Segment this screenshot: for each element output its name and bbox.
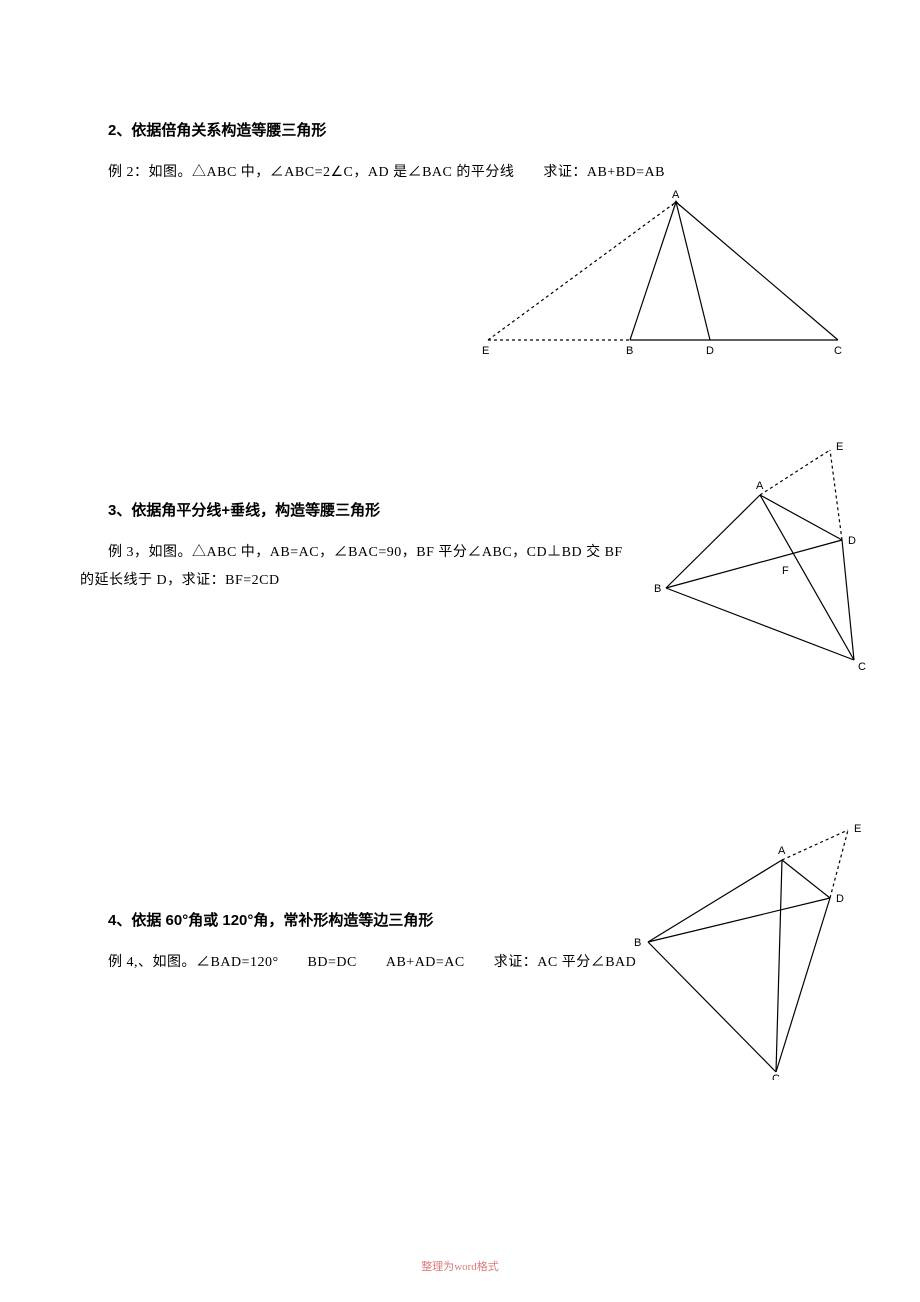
svg-text:C: C: [772, 1073, 780, 1080]
section-4: BADEC 4、依据 60°角或 120°角，常补形构造等边三角形 例 4,、如…: [80, 910, 840, 1170]
svg-text:B: B: [654, 583, 661, 595]
footer-suffix: 格式: [477, 1261, 499, 1273]
heading-2: 2、依据倍角关系构造等腰三角形: [80, 120, 840, 143]
document-page: 2、依据倍角关系构造等腰三角形 例 2：如图。△ABC 中，∠ABC=2∠C，A…: [0, 0, 920, 1302]
svg-text:E: E: [854, 823, 861, 835]
section-2: 2、依据倍角关系构造等腰三角形 例 2：如图。△ABC 中，∠ABC=2∠C，A…: [80, 120, 840, 410]
figure-2-svg: E B D C A: [470, 190, 860, 355]
section-3: BACDEF 3、依据角平分线+垂线，构造等腰三角形 例 3，如图。△ABC 中…: [80, 500, 840, 840]
svg-text:B: B: [626, 345, 633, 355]
figure-3-svg: B A C D E F: [650, 440, 870, 670]
page-footer: 整理为word格式: [0, 1258, 920, 1274]
svg-text:B: B: [634, 937, 641, 949]
svg-text:A: A: [756, 480, 764, 492]
svg-text:D: D: [836, 893, 844, 905]
svg-text:C: C: [834, 345, 842, 355]
figure-3: B A C D E F: [650, 440, 870, 670]
svg-text:C: C: [858, 661, 866, 670]
figure-2: E B D C A: [470, 190, 860, 355]
footer-prefix: 整理为: [421, 1261, 454, 1273]
svg-text:E: E: [482, 345, 489, 355]
svg-text:D: D: [706, 345, 714, 355]
figure-4-svg: B A D E C: [630, 820, 870, 1080]
svg-text:D: D: [848, 535, 856, 547]
figure-4: B A D E C: [630, 820, 870, 1080]
svg-text:F: F: [782, 565, 789, 577]
svg-text:A: A: [778, 845, 786, 857]
svg-text:E: E: [836, 441, 843, 453]
footer-word: word: [454, 1261, 477, 1273]
svg-text:A: A: [672, 190, 680, 201]
example-2-text: 例 2：如图。△ABC 中，∠ABC=2∠C，AD 是∠BAC 的平分线 求证：…: [80, 159, 840, 187]
